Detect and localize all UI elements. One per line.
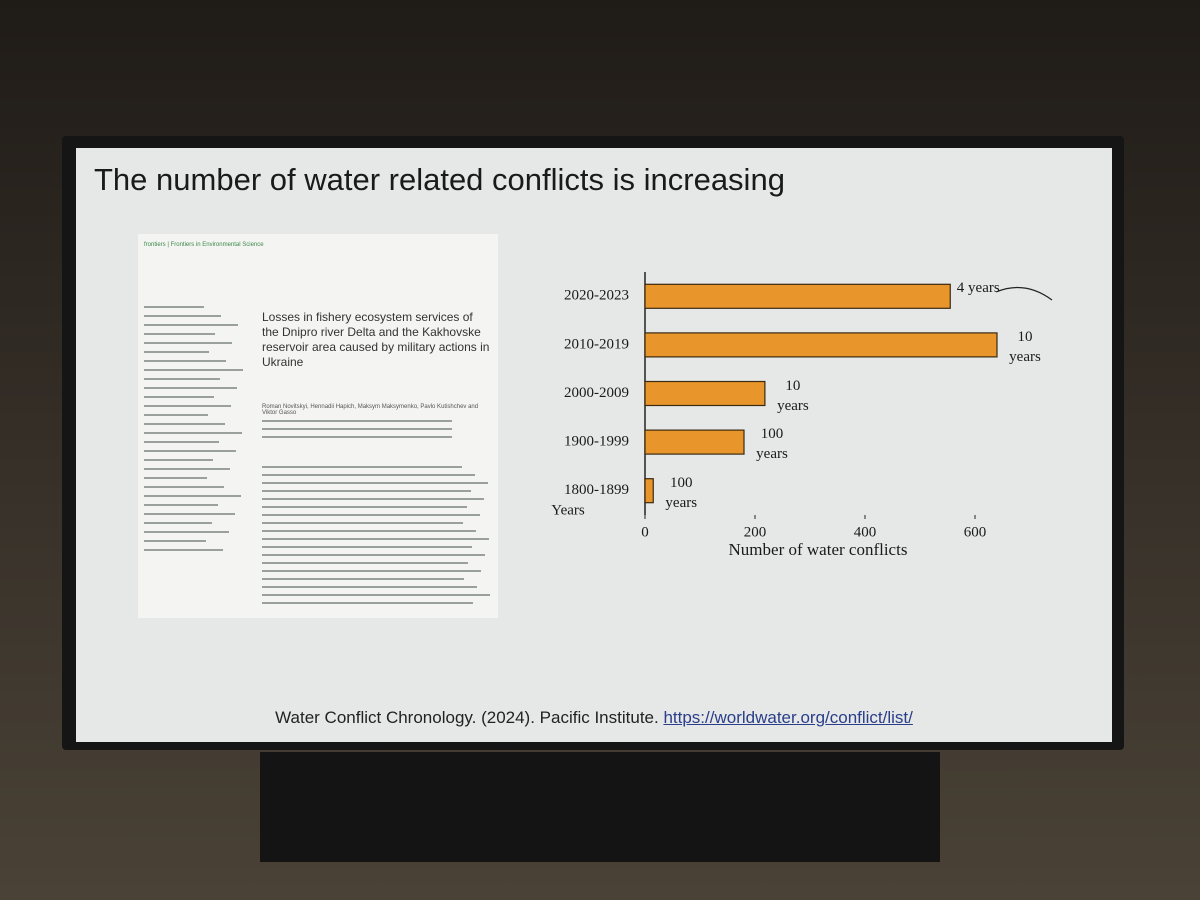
text-line xyxy=(262,506,467,508)
text-line xyxy=(144,324,238,326)
y-tick-label: 2020-2023 xyxy=(564,288,629,304)
text-line xyxy=(144,486,224,488)
text-line xyxy=(262,498,484,500)
y-tick-label: 2010-2019 xyxy=(564,336,629,352)
bar-annotation: 100 years xyxy=(756,426,788,463)
text-line xyxy=(144,369,243,371)
text-line xyxy=(144,477,207,479)
text-line xyxy=(144,378,220,380)
text-line xyxy=(144,513,235,515)
text-line xyxy=(144,540,206,542)
text-line xyxy=(262,522,463,524)
bar-annotation: 4 years xyxy=(956,280,1000,297)
x-axis-label: Number of water conflicts xyxy=(729,540,908,559)
x-tick-label: 200 xyxy=(744,524,767,540)
text-line xyxy=(262,546,472,548)
bar xyxy=(644,380,766,407)
paper-authors: Roman Novitskyi, Hennadii Hapich, Maksym… xyxy=(262,404,479,416)
bar-annotation: 10 years xyxy=(777,377,809,414)
y-tick-label: 2000-2009 xyxy=(564,385,629,401)
y-tick-label: 1800-1899 xyxy=(564,482,629,498)
text-line xyxy=(144,315,221,317)
text-line xyxy=(144,450,236,452)
text-line xyxy=(262,554,485,556)
bar xyxy=(644,478,654,504)
text-line xyxy=(144,414,208,416)
paper-thumbnail: frontiers | Frontiers in Environmental S… xyxy=(138,234,498,618)
bar xyxy=(644,332,998,358)
text-line xyxy=(262,594,490,596)
bar xyxy=(644,429,745,455)
text-line xyxy=(262,562,468,564)
paper-header: frontiers | Frontiers in Environmental S… xyxy=(144,242,264,248)
bar xyxy=(644,283,951,309)
text-line xyxy=(144,531,229,533)
text-line xyxy=(144,522,212,524)
text-line xyxy=(262,586,477,588)
text-line xyxy=(144,342,232,344)
text-line xyxy=(262,538,489,540)
text-line xyxy=(262,530,476,532)
citation: Water Conflict Chronology. (2024). Pacif… xyxy=(76,708,1112,728)
decor-arc xyxy=(995,286,1053,301)
citation-text: Water Conflict Chronology. (2024). Pacif… xyxy=(275,708,659,727)
text-line xyxy=(144,396,214,398)
text-line xyxy=(262,428,452,430)
text-line xyxy=(262,578,464,580)
text-line xyxy=(262,570,481,572)
text-line xyxy=(262,420,452,422)
slide: The number of water related conflicts is… xyxy=(76,148,1112,742)
text-line xyxy=(262,514,480,516)
text-line xyxy=(262,466,462,468)
y-tick-label: 1900-1999 xyxy=(564,434,629,450)
text-line xyxy=(262,474,475,476)
paper-title: Losses in fishery ecosystem services of … xyxy=(262,310,490,369)
x-tick-label: 0 xyxy=(641,524,649,540)
text-line xyxy=(144,423,225,425)
text-line xyxy=(262,490,471,492)
text-line xyxy=(144,360,226,362)
text-line xyxy=(144,306,204,308)
x-tick-label: 600 xyxy=(964,524,987,540)
text-line xyxy=(262,602,473,604)
text-line xyxy=(144,432,242,434)
bar-annotation: 10 years xyxy=(1009,328,1041,365)
text-line xyxy=(144,504,218,506)
text-line xyxy=(144,549,223,551)
monitor-stand xyxy=(260,752,940,862)
bar-annotation: 100 years xyxy=(665,474,698,511)
text-line xyxy=(144,351,209,353)
text-line xyxy=(144,441,219,443)
text-line xyxy=(262,436,452,438)
text-line xyxy=(144,495,241,497)
y-axis-label: Years xyxy=(551,502,585,518)
text-line xyxy=(144,468,230,470)
x-tick-label: 400 xyxy=(854,524,877,540)
text-line xyxy=(144,387,237,389)
text-line xyxy=(144,333,215,335)
text-line xyxy=(144,459,213,461)
text-line xyxy=(144,405,231,407)
citation-link[interactable]: https://worldwater.org/conflict/list/ xyxy=(663,708,913,727)
text-line xyxy=(262,482,488,484)
slide-title: The number of water related conflicts is… xyxy=(94,162,785,197)
